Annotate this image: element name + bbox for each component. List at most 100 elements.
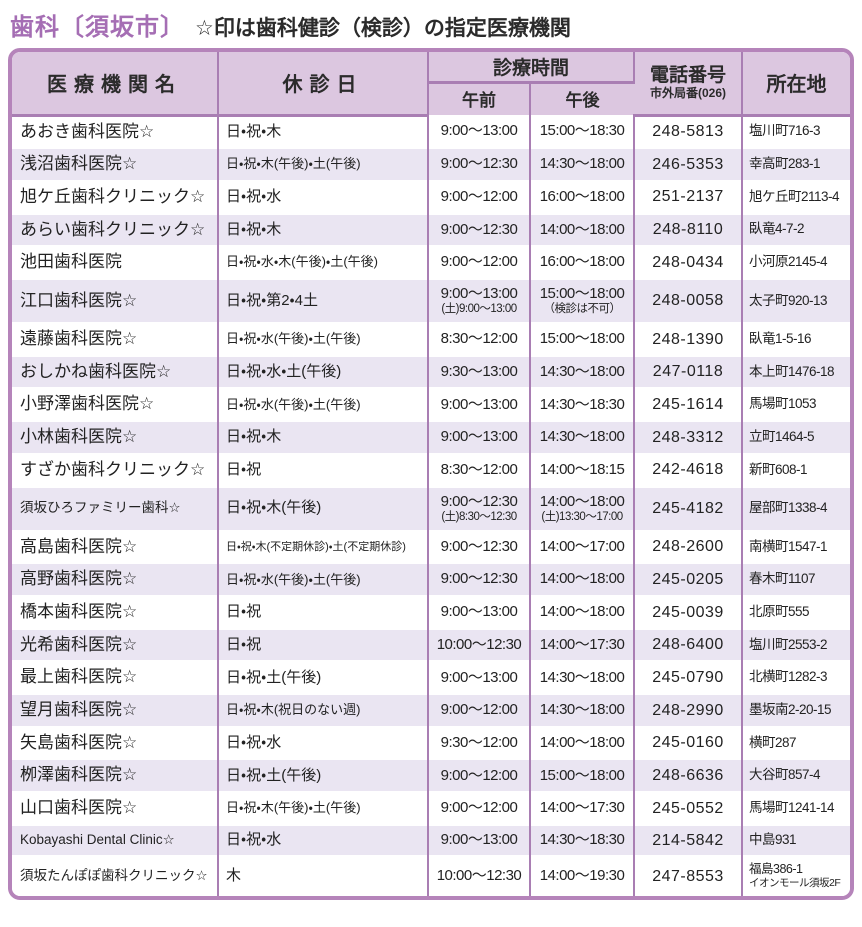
clinic-name-cell-text: 旭ケ丘歯科クリニック☆	[20, 186, 206, 206]
phone-cell: 248-2990	[634, 693, 744, 727]
clinic-name-cell-text: 望月歯科医院☆	[20, 700, 138, 720]
am-hours-cell: 9:00～12:00	[428, 693, 531, 727]
closed-days-cell-text: 日・祝・水・土(午後)	[226, 362, 342, 380]
closed-days-cell-text: 日・祝・水・木(午後)・土(午後)	[226, 254, 378, 270]
am-hours-cell-text: 9:00～13:00	[440, 603, 518, 621]
closed-days-cell: 日・祝・水・土(午後)	[218, 354, 429, 389]
closed-days-cell-text: 日・祝・木(午後)・土(午後)	[226, 156, 361, 172]
address-cell: 臥竜1-5-16	[742, 322, 850, 356]
clinic-name-cell-text: 最上歯科医院☆	[20, 667, 138, 687]
pm-hours-cell: 15:00～18:30	[530, 115, 636, 149]
clinic-name-cell: 高野歯科医院☆	[12, 562, 219, 597]
closed-days-cell: 日・祝・木	[218, 212, 429, 247]
am-hours-cell-text: 9:00～12:30	[440, 220, 518, 238]
closed-days-cell: 日・祝・木(午後)・土(午後)	[218, 147, 429, 181]
pm-hours-cell: 16:00～18:00	[530, 179, 636, 214]
clinic-name-cell: 橋本歯科医院☆	[12, 595, 219, 629]
closed-days-cell: 日・祝	[218, 627, 429, 662]
am-hours-cell-text: 9:30～12:00	[440, 733, 518, 751]
address-cell-text: 馬場町1241-14	[749, 800, 835, 816]
phone-cell: 251-2137	[634, 179, 744, 214]
address-cell-text: 旭ケ丘町2113-4	[749, 188, 840, 204]
pm-hours-cell-subtext: (土)13:30～17:00	[541, 511, 623, 524]
header-am: 午前	[428, 82, 531, 115]
address-cell: 北原町555	[742, 595, 850, 629]
am-hours-cell: 9:00～13:00	[428, 823, 531, 857]
pm-hours-cell-text: 15:00～18:00	[539, 330, 625, 348]
address-cell-text: 幸高町283-1	[749, 156, 821, 172]
phone-cell-text: 248-5813	[652, 123, 724, 141]
closed-days-cell-text: 日・祝・木(祝日のない週)	[226, 702, 361, 718]
address-cell: 春木町1107	[742, 562, 850, 597]
closed-days-cell: 日・祝・水(午後)・土(午後)	[218, 387, 429, 422]
clinic-name-cell: 須坂ひろファミリー歯科☆	[12, 485, 219, 531]
am-hours-cell: 9:00～13:00	[428, 420, 531, 454]
pm-hours-cell-text: 14:00～18:15	[539, 460, 625, 478]
phone-cell: 245-1614	[634, 387, 744, 422]
address-cell: 馬場町1241-14	[742, 791, 850, 825]
phone-cell-text: 245-1614	[652, 396, 724, 413]
phone-cell: 245-0790	[634, 660, 744, 695]
address-cell-text: 本上町1476-18	[749, 363, 835, 379]
table-header: 医療機関名 休診日 診療時間 電話番号 市外局番(026) 所在地 午前 午後	[12, 52, 850, 117]
address-cell: 本上町1476-18	[742, 354, 850, 389]
am-hours-cell-text: 9:00～13:00	[440, 284, 518, 302]
am-hours-cell-text: 9:30～13:00	[440, 362, 518, 380]
am-hours-cell-text: 9:00～12:30	[440, 570, 518, 588]
pm-hours-cell: 14:30～18:00	[530, 147, 636, 181]
pm-hours-cell: 14:00～17:00	[530, 529, 636, 564]
clinic-name-cell: おしかね歯科医院☆	[12, 354, 219, 389]
am-hours-cell: 9:00～12:30	[428, 529, 531, 564]
phone-cell: 248-6400	[634, 627, 744, 662]
clinic-table: 医療機関名 休診日 診療時間 電話番号 市外局番(026) 所在地 午前 午後 …	[8, 48, 854, 900]
address-cell: 南横町1547-1	[742, 529, 850, 564]
table-row: 栁澤歯科医院☆ 日・祝・土(午後) 9:00～12:00 15:00～18:00 248…	[12, 758, 850, 793]
phone-cell-text: 248-2990	[652, 701, 724, 719]
pm-hours-cell: 14:30～18:00	[530, 660, 636, 695]
clinic-name-cell-text: 須坂たんぽぽ歯科クリニック☆	[20, 868, 208, 884]
phone-cell-text: 245-0552	[652, 799, 724, 817]
am-hours-cell: 9:00～13:00	[428, 595, 531, 629]
phone-cell: 248-2600	[634, 529, 744, 564]
title-note: ☆印は歯科健診（検診）の指定医療機関	[195, 17, 571, 40]
clinic-name-cell: 高島歯科医院☆	[12, 529, 219, 564]
table-row: 高野歯科医院☆ 日・祝・水(午後)・土(午後) 9:00～12:30 14:00～18…	[12, 562, 850, 597]
phone-cell: 248-5813	[634, 115, 744, 149]
am-hours-cell: 8:30～12:00	[428, 322, 531, 356]
closed-days-cell-text: 日・祝・水(午後)・土(午後)	[226, 331, 361, 347]
phone-cell: 214-5842	[634, 823, 744, 857]
pm-hours-cell-text: 14:30～18:00	[539, 668, 625, 686]
table-row: 遠藤歯科医院☆ 日・祝・水(午後)・土(午後) 8:30～12:00 15:00～18…	[12, 322, 850, 356]
phone-cell-text: 251-2137	[652, 188, 724, 206]
address-cell-text: 馬場町1053	[749, 396, 817, 412]
pm-hours-cell-text: 14:00～17:00	[539, 537, 625, 555]
phone-cell: 245-0039	[634, 595, 744, 629]
table-row: 橋本歯科医院☆ 日・祝 9:00～13:00 14:00～18:00 245-0039 北…	[12, 595, 850, 629]
header-phone-number: 電話番号 市外局番(026)	[634, 52, 744, 117]
clinic-name-cell-text: 橋本歯科医院☆	[20, 602, 138, 622]
phone-cell-text: 245-0205	[652, 570, 724, 588]
pm-hours-cell-text: 14:00～18:00	[539, 603, 625, 621]
clinic-name-cell: 旭ケ丘歯科クリニック☆	[12, 179, 219, 214]
closed-days-cell-text: 日・祝・第2・4土	[226, 291, 318, 309]
clinic-name-cell: あおき歯科医院☆	[12, 115, 219, 149]
closed-days-cell: 日・祝	[218, 595, 429, 629]
address-cell-text: 中島931	[749, 832, 797, 848]
pm-hours-cell: 14:00～18:00	[530, 725, 636, 760]
phone-cell: 248-0434	[634, 245, 744, 279]
closed-days-cell-text: 日・祝・木	[226, 428, 282, 446]
table-row: 高島歯科医院☆ 日・祝・木(不定期休診)・土(不定期休診) 9:00～12:30 14…	[12, 529, 850, 564]
address-cell: 立町1464-5	[742, 420, 850, 454]
closed-days-cell-text: 日・祝・水	[226, 733, 282, 751]
address-cell-text: 墨坂南2-20-15	[749, 702, 832, 718]
address-cell-text: 大谷町857-4	[749, 767, 821, 783]
pm-hours-cell-text: 14:30～18:30	[539, 831, 625, 849]
clinic-name-cell-text: Kobayashi Dental Clinic☆	[20, 832, 175, 848]
phone-cell-text: 248-0058	[652, 292, 724, 310]
pm-hours-cell: 14:00～18:00	[530, 595, 636, 629]
clinic-name-cell: 最上歯科医院☆	[12, 660, 219, 695]
am-hours-cell: 9:00～12:00	[428, 245, 531, 279]
pm-hours-cell-text: 14:30～18:00	[539, 701, 625, 719]
phone-cell-text: 247-0118	[652, 363, 724, 381]
